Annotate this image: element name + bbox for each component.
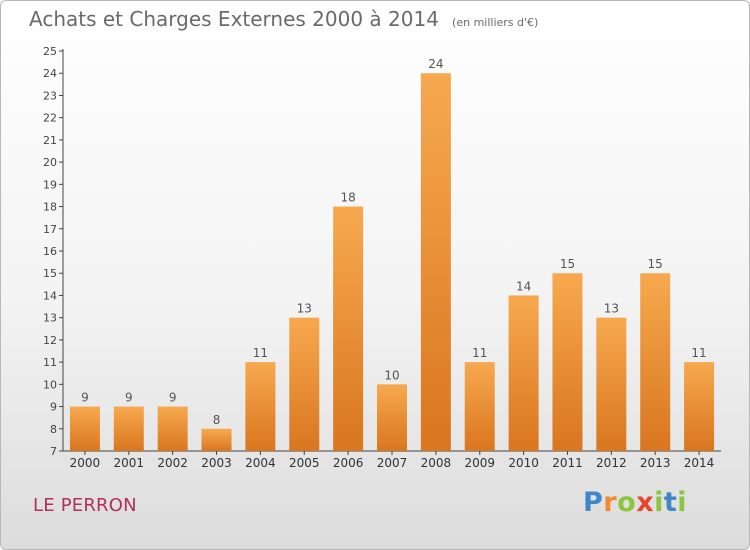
bar bbox=[333, 206, 364, 451]
bar bbox=[157, 406, 188, 451]
bar-value-label: 10 bbox=[384, 368, 399, 382]
y-tick-label: 18 bbox=[43, 201, 57, 214]
x-tick-label: 2003 bbox=[201, 456, 232, 470]
bar-value-label: 9 bbox=[125, 391, 133, 405]
y-tick-label: 15 bbox=[43, 267, 57, 280]
bar bbox=[201, 428, 232, 451]
y-tick-label: 7 bbox=[50, 445, 57, 458]
x-tick-label: 2008 bbox=[421, 456, 452, 470]
y-tick-label: 14 bbox=[43, 289, 57, 302]
bar bbox=[640, 273, 671, 451]
bar-value-label: 14 bbox=[516, 279, 531, 293]
y-tick-label: 19 bbox=[43, 178, 57, 191]
city-name: LE PERRON bbox=[33, 495, 137, 516]
x-tick-label: 2010 bbox=[508, 456, 539, 470]
bar bbox=[69, 406, 100, 451]
bar bbox=[552, 273, 583, 451]
y-tick-label: 9 bbox=[50, 401, 57, 414]
bar bbox=[508, 295, 539, 451]
bar bbox=[113, 406, 144, 451]
bar bbox=[377, 384, 407, 451]
x-tick-label: 2004 bbox=[245, 456, 276, 470]
logo-letter: i bbox=[677, 487, 688, 518]
logo-letter: P bbox=[583, 487, 604, 518]
y-tick-label: 10 bbox=[43, 378, 57, 391]
bar bbox=[245, 362, 276, 451]
chart-subtitle: (en milliers d'€) bbox=[452, 16, 539, 29]
bar-value-label: 13 bbox=[604, 302, 619, 316]
y-tick-label: 16 bbox=[43, 245, 57, 258]
logo-letter: i bbox=[654, 487, 664, 518]
y-tick-label: 24 bbox=[43, 67, 57, 80]
y-tick-label: 11 bbox=[43, 356, 57, 369]
bar-value-label: 15 bbox=[648, 257, 663, 271]
logo-letter: t bbox=[663, 487, 678, 518]
bar bbox=[464, 362, 495, 451]
bar-value-label: 18 bbox=[340, 191, 355, 205]
x-tick-label: 2006 bbox=[333, 456, 364, 470]
logo-letter: o bbox=[617, 487, 637, 518]
bar-value-label: 24 bbox=[428, 57, 443, 71]
y-tick-label: 17 bbox=[43, 223, 57, 236]
x-tick-label: 2000 bbox=[70, 456, 101, 470]
x-tick-label: 2012 bbox=[596, 456, 627, 470]
bar-value-label: 11 bbox=[472, 346, 487, 360]
x-tick-label: 2007 bbox=[377, 456, 408, 470]
x-tick-label: 2011 bbox=[552, 456, 583, 470]
y-tick-label: 13 bbox=[43, 312, 57, 325]
bar-value-label: 8 bbox=[213, 413, 221, 427]
y-tick-label: 25 bbox=[43, 45, 57, 58]
bar bbox=[420, 73, 451, 451]
y-tick-label: 20 bbox=[43, 156, 57, 169]
bar bbox=[596, 317, 627, 451]
bar-value-label: 11 bbox=[691, 346, 706, 360]
x-tick-label: 2013 bbox=[640, 456, 671, 470]
y-tick-label: 8 bbox=[50, 423, 57, 436]
bar bbox=[289, 317, 320, 451]
x-tick-label: 2014 bbox=[684, 456, 715, 470]
bar bbox=[684, 362, 715, 451]
x-tick-label: 2009 bbox=[464, 456, 495, 470]
bar-value-label: 9 bbox=[169, 391, 177, 405]
bar-value-label: 11 bbox=[253, 346, 268, 360]
chart-title-row: Achats et Charges Externes 2000 à 2014 (… bbox=[29, 7, 538, 31]
y-tick-label: 21 bbox=[43, 134, 57, 147]
y-tick-label: 23 bbox=[43, 89, 57, 102]
proxiti-logo: Proxiti bbox=[583, 487, 687, 518]
bar-value-label: 13 bbox=[297, 302, 312, 316]
logo-letter: x bbox=[636, 487, 655, 518]
x-tick-label: 2002 bbox=[157, 456, 188, 470]
chart-title: Achats et Charges Externes 2000 à 2014 bbox=[29, 7, 439, 31]
bar-value-label: 9 bbox=[81, 391, 89, 405]
logo-letter: r bbox=[603, 487, 618, 518]
x-tick-label: 2005 bbox=[289, 456, 320, 470]
x-tick-label: 2001 bbox=[114, 456, 145, 470]
y-tick-label: 12 bbox=[43, 334, 57, 347]
bar-value-label: 15 bbox=[560, 257, 575, 271]
y-tick-label: 22 bbox=[43, 112, 57, 125]
